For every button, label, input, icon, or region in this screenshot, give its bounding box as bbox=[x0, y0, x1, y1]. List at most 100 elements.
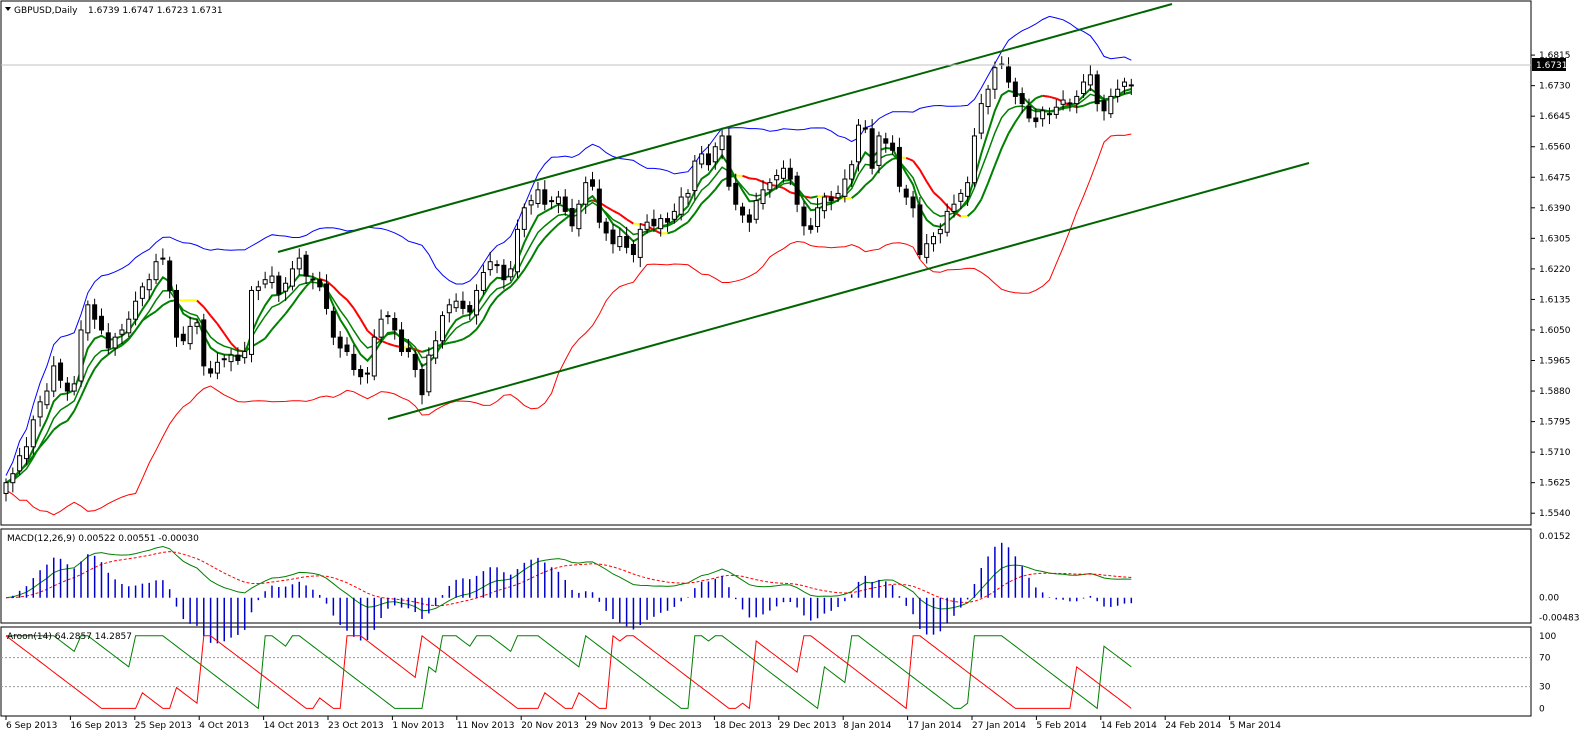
candle-body bbox=[325, 284, 329, 308]
ma-slow-segment bbox=[258, 338, 265, 342]
candle-body bbox=[338, 337, 342, 348]
date-axis-label: 14 Oct 2013 bbox=[264, 721, 320, 731]
ohlc-label: 1.6739 1.6747 1.6723 1.6731 bbox=[88, 6, 223, 16]
date-axis-label: 23 Oct 2013 bbox=[328, 721, 384, 731]
candle-body bbox=[822, 197, 826, 211]
candle-body bbox=[938, 229, 942, 233]
aroon-axis-label: 30 bbox=[1539, 683, 1551, 693]
candle-body bbox=[584, 183, 588, 205]
candle-body bbox=[700, 154, 704, 164]
aroon-label: Aroon(14) 64.2857 14.2857 bbox=[7, 632, 132, 642]
candle-body bbox=[65, 383, 69, 391]
candle-body bbox=[290, 269, 294, 286]
price-panel bbox=[1, 1, 1531, 525]
candle-body bbox=[536, 190, 540, 204]
dropdown-triangle-icon[interactable] bbox=[5, 7, 11, 11]
ma-slow-segment bbox=[67, 411, 74, 421]
ma-slow-segment bbox=[422, 350, 429, 352]
price-axis-label: 1.5625 bbox=[1539, 479, 1571, 489]
ma-slow-segment bbox=[783, 188, 790, 192]
ma-slow-segment bbox=[627, 219, 634, 223]
candle-body bbox=[1034, 118, 1038, 122]
candle-body bbox=[318, 280, 322, 287]
candle-body bbox=[147, 280, 151, 290]
candle-body bbox=[52, 366, 56, 391]
date-axis-label: 9 Dec 2013 bbox=[650, 721, 702, 731]
ma-slow-segment bbox=[695, 203, 702, 213]
ma-slow-segment bbox=[927, 182, 934, 193]
ma-slow-segment bbox=[95, 360, 102, 369]
candle-body bbox=[11, 474, 15, 483]
price-axis-label: 1.5710 bbox=[1539, 448, 1571, 458]
candle-body bbox=[1027, 106, 1031, 117]
date-axis-label: 6 Sep 2013 bbox=[6, 721, 57, 731]
candle-body bbox=[1082, 82, 1086, 93]
candle-body bbox=[1047, 114, 1051, 115]
candle-body bbox=[461, 301, 465, 308]
candle-body bbox=[659, 219, 663, 229]
ma-slow-segment bbox=[197, 301, 204, 307]
candle-body bbox=[304, 255, 308, 276]
price-axis-label: 1.6560 bbox=[1539, 143, 1571, 153]
bollinger-upper-band bbox=[6, 16, 1131, 475]
ma-slow-segment bbox=[204, 307, 211, 316]
candle-body bbox=[1116, 89, 1120, 96]
macd-axis-label: 0.00 bbox=[1539, 594, 1559, 604]
candle-body bbox=[877, 136, 881, 165]
candle-body bbox=[161, 258, 165, 259]
candle-body bbox=[24, 447, 28, 459]
ma-slow-segment bbox=[552, 224, 559, 230]
aroon-axis-label: 0 bbox=[1539, 704, 1545, 714]
ma-slow-segment bbox=[1002, 133, 1009, 148]
candle-body bbox=[666, 219, 670, 223]
candle-body bbox=[202, 320, 206, 366]
candle-body bbox=[154, 262, 158, 280]
ma-slow-segment bbox=[361, 319, 368, 330]
candle-body bbox=[911, 197, 915, 208]
aroon-axis-label: 70 bbox=[1539, 654, 1551, 664]
candle-body bbox=[72, 384, 76, 391]
candle-body bbox=[45, 391, 49, 405]
price-axis-label: 1.6135 bbox=[1539, 295, 1571, 305]
ma-slow-segment bbox=[504, 286, 511, 291]
candle-body bbox=[611, 230, 615, 244]
ma-slow-segment bbox=[217, 324, 224, 334]
date-axis-label: 29 Nov 2013 bbox=[586, 721, 644, 731]
candle-body bbox=[843, 179, 847, 196]
candle-body bbox=[591, 180, 595, 186]
candle-body bbox=[372, 337, 376, 376]
ma-slow-segment bbox=[811, 196, 818, 197]
candle-body bbox=[481, 272, 485, 290]
ma-slow-segment bbox=[524, 259, 531, 270]
candle-body bbox=[645, 222, 649, 229]
aroon-down-line bbox=[6, 636, 1131, 709]
ma-slow-segment bbox=[920, 170, 927, 182]
date-axis-label: 29 Dec 2013 bbox=[779, 721, 837, 731]
candle-body bbox=[734, 183, 738, 204]
candle-body bbox=[420, 369, 424, 394]
candle-body bbox=[79, 330, 83, 381]
macd-signal-line bbox=[6, 552, 1131, 606]
candle-body bbox=[618, 237, 622, 247]
ma-slow-segment bbox=[299, 286, 306, 294]
ma-slow-segment bbox=[886, 159, 893, 164]
candle-body bbox=[99, 316, 103, 330]
price-axis-label: 1.6050 bbox=[1539, 326, 1571, 336]
candle-body bbox=[270, 276, 274, 282]
candle-body bbox=[966, 183, 970, 197]
ma-slow-segment bbox=[974, 200, 981, 210]
candle-body bbox=[93, 305, 97, 319]
candle-body bbox=[918, 205, 922, 255]
candle-body bbox=[406, 349, 410, 352]
candle-body bbox=[713, 147, 717, 162]
ma-slow-segment bbox=[538, 238, 545, 247]
ma-slow-segment bbox=[613, 211, 620, 215]
ma-slow-segment bbox=[1049, 97, 1056, 99]
macd-label: MACD(12,26,9) 0.00522 0.00551 -0.00030 bbox=[7, 534, 199, 544]
candle-body bbox=[747, 215, 751, 222]
candle-body bbox=[277, 276, 281, 294]
date-axis-label: 8 Jan 2014 bbox=[843, 721, 891, 731]
date-axis-label: 24 Feb 2014 bbox=[1165, 721, 1221, 731]
ma-slow-segment bbox=[88, 369, 95, 382]
